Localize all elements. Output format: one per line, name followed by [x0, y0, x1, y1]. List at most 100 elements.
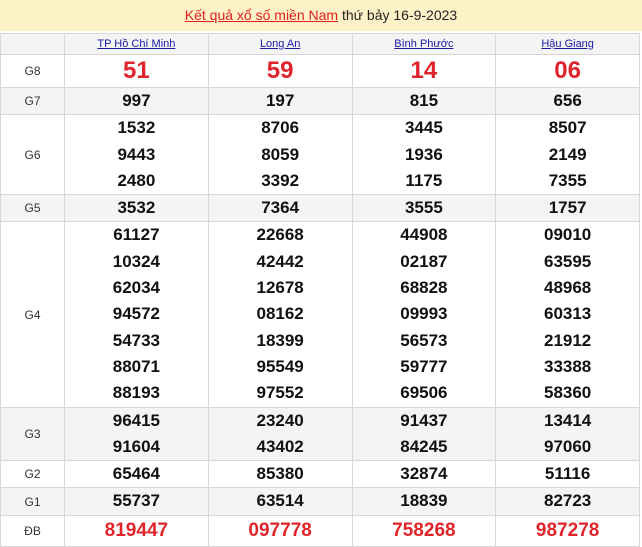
prize-label: G7: [0, 86, 65, 116]
prize-label: ĐB: [0, 514, 65, 547]
prize-number: 68828: [400, 278, 448, 298]
prize-row-g6: G6 1532 9443 2480 8706 8059 3392 3445 1936 1175 85…: [0, 114, 640, 196]
prize-number: 3532: [117, 198, 156, 218]
prize-number: 69506: [400, 383, 448, 403]
prize-number: 82723: [543, 491, 592, 511]
prize-number: 91437: [400, 410, 448, 430]
prize-number: 7355: [548, 170, 587, 190]
prize-row-đb: ĐB 819447 097778 758268 987278: [0, 514, 640, 547]
prize-cell: 758268: [351, 514, 497, 547]
title-date: thứ bảy 16-9-2023: [338, 7, 458, 23]
prize-number: 51116: [544, 464, 591, 484]
prize-number: 60313: [543, 304, 592, 324]
prize-number: 758268: [392, 519, 456, 541]
prize-number: 61127: [113, 225, 160, 245]
prize-number: 56573: [400, 330, 448, 350]
prize-cell: 197: [207, 86, 353, 116]
prize-number: 097778: [248, 519, 312, 541]
prize-label: G5: [0, 194, 65, 223]
prize-number: 58360: [543, 383, 592, 403]
province-link[interactable]: Hậu Giang: [541, 38, 594, 50]
prize-number: 63514: [256, 491, 304, 511]
prize-row-g1: G1 55737 63514 18839 82723: [0, 487, 640, 516]
header-row: TP Hồ Chí Minh Long An Bình Phước Hậu Gi…: [0, 33, 640, 55]
prize-cell: 59: [207, 54, 353, 88]
prize-cell: 85380: [207, 460, 353, 489]
prize-cell: 61127 10324 62034 94572 54733 88071 88193: [64, 221, 209, 408]
prize-label: G6: [0, 114, 65, 196]
prize-number: 815: [409, 91, 439, 110]
prize-label: G4: [0, 221, 65, 408]
prize-number: 33388: [543, 356, 592, 376]
prize-cell: 14: [351, 54, 497, 88]
prize-number: 94572: [112, 304, 161, 324]
prize-number: 22668: [256, 225, 304, 245]
prize-number: 59: [266, 57, 294, 84]
prize-cell: 06: [495, 54, 640, 88]
prize-number: 997: [122, 91, 151, 110]
prize-number: 88071: [112, 356, 161, 376]
province-link[interactable]: Long An: [259, 38, 301, 50]
prize-row-g5: G5 3532 7364 3555 1757: [0, 194, 640, 223]
prize-number: 65464: [112, 464, 161, 484]
prize-cell: 96415 91604: [64, 406, 209, 462]
prize-cell: 22668 42442 12678 08162 18399 95549 97552: [207, 221, 353, 408]
prize-cell: 656: [495, 86, 640, 116]
prize-number: 987278: [535, 519, 600, 541]
prize-number: 06: [554, 57, 581, 84]
prize-number: 55737: [112, 491, 161, 511]
results-table: TP Hồ Chí Minh Long An Bình Phước Hậu Gi…: [0, 33, 640, 547]
prize-number: 43402: [256, 436, 304, 456]
corner-cell: [0, 33, 65, 55]
prize-cell: 987278: [495, 514, 640, 547]
prize-cell: 8706 8059 3392: [207, 114, 353, 196]
prize-row-g4: G4 61127 10324 62034 94572 54733 88071 88193 226…: [0, 221, 640, 408]
prize-number: 656: [553, 91, 582, 110]
prize-label: G2: [0, 460, 65, 489]
prize-cell: 09010 63595 48968 60313 21912 33388 58360: [495, 221, 640, 408]
prize-number: 3445: [404, 118, 443, 138]
prize-cell: 13414 97060: [495, 406, 640, 462]
prize-label: G3: [0, 406, 65, 462]
prize-number: 9443: [117, 144, 156, 164]
prize-cell: 997: [64, 86, 209, 116]
prize-number: 84245: [400, 436, 448, 456]
prize-cell: 7364: [207, 194, 353, 223]
prize-number: 13414: [543, 410, 592, 430]
prize-number: 91604: [112, 436, 161, 456]
prize-number: 3392: [261, 170, 300, 190]
prize-number: 3555: [404, 198, 443, 218]
province-link[interactable]: TP Hồ Chí Minh: [97, 38, 176, 50]
prize-number: 18839: [400, 491, 448, 511]
prize-number: 12678: [256, 278, 304, 298]
prize-number: 14: [410, 57, 438, 84]
prize-number: 09010: [543, 225, 592, 245]
prize-cell: 82723: [495, 487, 640, 516]
prize-cell: 51116: [495, 460, 640, 489]
prize-number: 95549: [256, 356, 304, 376]
prize-number: 7364: [261, 198, 300, 218]
prize-number: 8706: [261, 118, 300, 138]
prize-cell: 1532 9443 2480: [64, 114, 209, 196]
prize-number: 44908: [400, 225, 448, 245]
page-title: Kết quả xổ số miền Nam thứ bảy 16-9-2023: [0, 0, 642, 31]
prize-cell: 3555: [351, 194, 497, 223]
prize-number: 97552: [256, 383, 304, 403]
province-link[interactable]: Bình Phước: [394, 38, 454, 50]
prize-row-g7: G7 997 197 815 656: [0, 86, 640, 116]
prize-cell: 3532: [64, 194, 209, 223]
prize-row-g8: G8 51 59 14 06: [0, 54, 640, 88]
prize-cell: 097778: [207, 514, 353, 547]
prize-cell: 44908 02187 68828 09993 56573 59777 69506: [351, 221, 497, 408]
prize-cell: 32874: [351, 460, 497, 489]
prize-row-g3: G3 96415 91604 23240 43402 91437 84245 13414 970…: [0, 406, 640, 462]
prize-number: 63595: [543, 251, 592, 271]
prize-cell: 3445 1936 1175: [351, 114, 497, 196]
title-link[interactable]: Kết quả xổ số miền Nam: [184, 7, 339, 23]
prize-number: 85380: [256, 464, 304, 484]
prize-number: 23240: [256, 410, 304, 430]
prize-number: 18399: [256, 330, 304, 350]
prize-number: 8507: [548, 118, 587, 138]
prize-number: 1532: [117, 118, 156, 138]
prize-cell: 18839: [351, 487, 497, 516]
